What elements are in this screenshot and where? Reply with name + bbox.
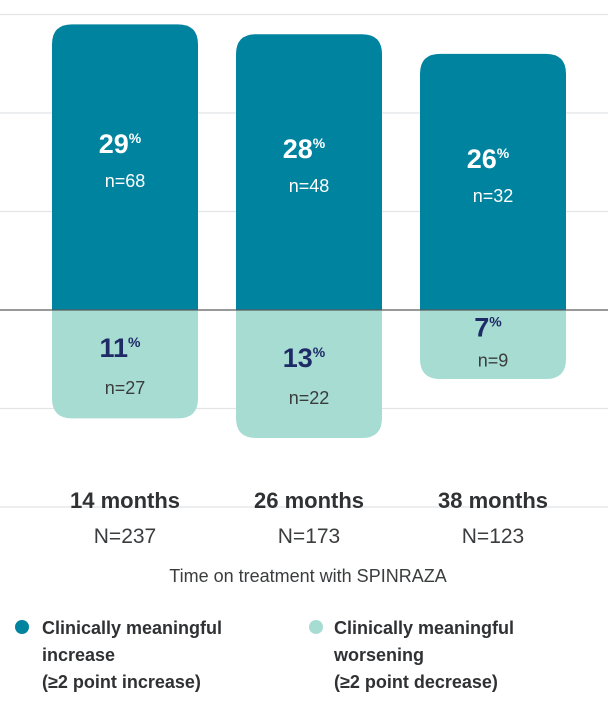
increase-count-label: n=48 (289, 176, 330, 196)
bar-increase (236, 34, 382, 310)
legend-label: (≥2 point decrease) (334, 672, 498, 692)
category-label: 26 months (254, 488, 364, 513)
bars (52, 24, 566, 439)
increase-count-label: n=32 (473, 186, 514, 206)
increase-value-label: 29% (99, 129, 142, 159)
worsening-count-label: n=27 (105, 378, 146, 398)
bar-increase (52, 24, 198, 310)
x-axis-label: Time on treatment with SPINRAZA (169, 566, 446, 586)
category-n-label: N=237 (94, 525, 156, 548)
category-label: 38 months (438, 488, 548, 513)
bar-labels: 29% n=68 11% n=27 28% n=48 13% n=22 26% n=32 7% n=9 (99, 129, 514, 408)
category-labels: 14 months N=237 26 months N=173 38 months N=1… (70, 488, 548, 548)
legend-label: increase (42, 645, 115, 665)
legend: Clinically meaningful increase (≥2 point i… (15, 618, 514, 692)
legend-label: worsening (333, 645, 424, 665)
legend-swatch (15, 620, 29, 634)
legend-label: Clinically meaningful (42, 618, 222, 638)
bar-worsening (236, 310, 382, 439)
worsening-value-label: 7% (474, 312, 502, 342)
bar-worsening (52, 310, 198, 419)
bar-worsening (420, 310, 566, 379)
worsening-count-label: n=9 (478, 350, 509, 370)
increase-value-label: 28% (283, 134, 326, 164)
bar-increase (420, 53, 566, 311)
legend-label: (≥2 point increase) (42, 672, 201, 692)
category-n-label: N=173 (278, 525, 340, 548)
worsening-count-label: n=22 (289, 388, 330, 408)
category-n-label: N=123 (462, 525, 524, 548)
category-label: 14 months (70, 488, 180, 513)
legend-label: Clinically meaningful (334, 618, 514, 638)
increase-count-label: n=68 (105, 171, 146, 191)
increase-value-label: 26% (467, 144, 510, 174)
legend-swatch (309, 620, 323, 634)
worsening-value-label: 11% (100, 333, 142, 363)
worsening-value-label: 13% (283, 343, 326, 373)
